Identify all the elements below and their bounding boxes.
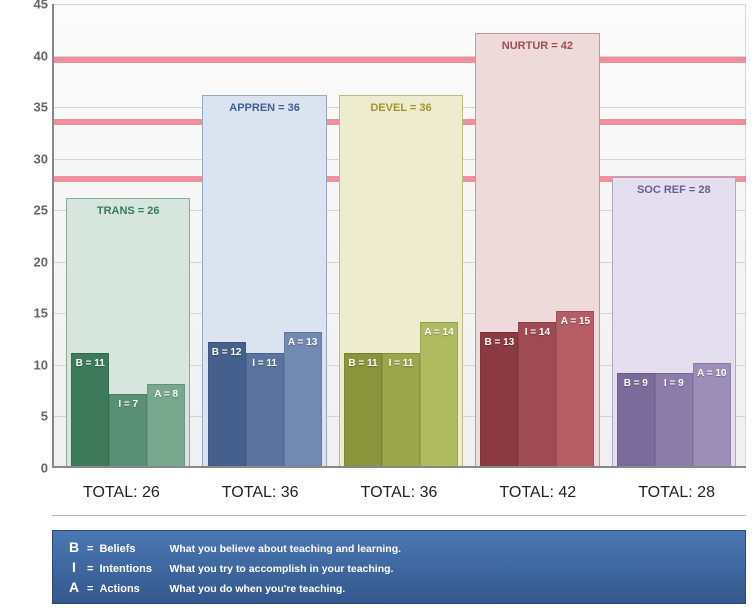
y-axis-tick-label: 45 xyxy=(8,0,48,12)
group-label: TRANS = 26 xyxy=(67,205,189,217)
y-axis-tick-label: 15 xyxy=(8,306,48,321)
legend-description: What you do when you're teaching. xyxy=(169,583,345,595)
sub-bar-label: A = 15 xyxy=(557,316,593,327)
legend-row: I = Intentions What you try to accomplish i… xyxy=(67,559,731,575)
chart-plot-area: TRANS = 26 B = 11 I = 7A = 8 APPREN = 36 B =… xyxy=(52,4,746,468)
y-axis-tick-label: 0 xyxy=(8,461,48,476)
sub-bar: A = 15 xyxy=(556,311,594,466)
sub-bar-label: I = 14 xyxy=(519,327,555,338)
y-axis-tick-label: 5 xyxy=(8,409,48,424)
sub-bar: I = 7 xyxy=(109,394,147,466)
group-label: DEVEL = 36 xyxy=(340,102,462,114)
total-cell: TOTAL: 28 xyxy=(607,476,746,515)
total-cell: TOTAL: 42 xyxy=(468,476,607,515)
sub-bar: B = 11 xyxy=(71,353,109,466)
legend-word: Beliefs xyxy=(99,543,163,555)
sub-bar-label: I = 11 xyxy=(247,358,283,369)
legend-key: B xyxy=(67,539,81,555)
legend-equals: = xyxy=(87,563,93,575)
group-label: SOC REF = 28 xyxy=(613,184,735,196)
y-axis-tick-label: 35 xyxy=(8,100,48,115)
sub-bar-label: B = 13 xyxy=(481,337,517,348)
y-axis-tick-label: 25 xyxy=(8,203,48,218)
legend-equals: = xyxy=(87,583,93,595)
sub-bar-label: B = 12 xyxy=(209,347,245,358)
sub-bar-label: I = 9 xyxy=(656,378,692,389)
group-label: APPREN = 36 xyxy=(203,102,325,114)
bar-group: TRANS = 26 B = 11 I = 7A = 8 xyxy=(66,2,190,466)
bar-group: DEVEL = 36 B = 11I = 11 A = 14 xyxy=(339,2,463,466)
sub-bar-label: I = 7 xyxy=(110,399,146,410)
group-label: NURTUR = 42 xyxy=(476,40,598,52)
sub-bar-label: A = 8 xyxy=(148,389,184,400)
bar-group: NURTUR = 42 B = 13I = 14A = 15 xyxy=(475,2,599,466)
sub-bar: A = 13 xyxy=(284,332,322,466)
sub-bar-label: B = 11 xyxy=(345,358,381,369)
total-cell: TOTAL: 26 xyxy=(52,476,191,515)
legend-key: A xyxy=(67,579,81,595)
legend-equals: = xyxy=(87,543,93,555)
sub-bar: I = 9 xyxy=(655,373,693,466)
sub-bar: B = 12 xyxy=(208,342,246,466)
legend-box: B = Beliefs What you believe about teaching… xyxy=(52,530,746,604)
sub-bar-label: A = 14 xyxy=(421,327,457,338)
sub-bar: A = 8 xyxy=(147,384,185,466)
total-cell: TOTAL: 36 xyxy=(191,476,330,515)
sub-bar: A = 14 xyxy=(420,322,458,466)
legend-row: B = Beliefs What you believe about teaching… xyxy=(67,539,731,555)
legend-description: What you try to accomplish in your teach… xyxy=(169,563,393,575)
sub-bar: B = 9 xyxy=(617,373,655,466)
sub-bar: B = 13 xyxy=(480,332,518,466)
y-axis-tick-label: 40 xyxy=(8,48,48,63)
sub-bar: I = 11 xyxy=(246,353,284,466)
bar-group: SOC REF = 28 B = 9I = 9A = 10 xyxy=(612,2,736,466)
bar-group: APPREN = 36 B = 12I = 11A = 13 xyxy=(202,2,326,466)
y-axis-tick-label: 20 xyxy=(8,254,48,269)
legend-word: Actions xyxy=(99,583,163,595)
sub-bar: I = 14 xyxy=(518,322,556,466)
total-cell: TOTAL: 36 xyxy=(330,476,469,515)
legend-word: Intentions xyxy=(99,563,163,575)
legend-description: What you believe about teaching and lear… xyxy=(169,543,401,555)
sub-bar: I = 11 xyxy=(382,353,420,466)
sub-bar-label: A = 13 xyxy=(285,337,321,348)
sub-bar: B = 11 xyxy=(344,353,382,466)
sub-bar-label: A = 10 xyxy=(694,368,730,379)
sub-bar-label: B = 11 xyxy=(72,358,108,369)
sub-bar: A = 10 xyxy=(693,363,731,466)
legend-key: I xyxy=(67,559,81,575)
sub-bar-label: B = 9 xyxy=(618,378,654,389)
totals-row: TOTAL: 26TOTAL: 36TOTAL: 36TOTAL: 42TOTA… xyxy=(52,476,746,516)
sub-bar-label: I = 11 xyxy=(383,358,419,369)
y-axis-tick-label: 10 xyxy=(8,357,48,372)
legend-row: A = Actions What you do when you're teachin… xyxy=(67,579,731,595)
y-axis-tick-label: 30 xyxy=(8,151,48,166)
